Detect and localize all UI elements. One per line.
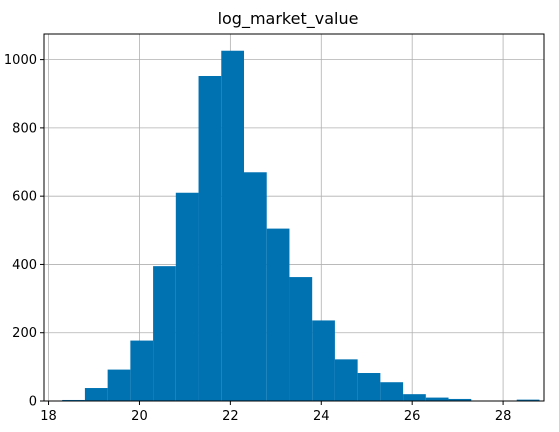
x-tick-label-2: 22	[222, 409, 239, 424]
histogram-bar-6	[198, 75, 222, 401]
plot-frame	[43, 33, 545, 402]
histogram-bar-3	[130, 340, 154, 401]
histogram-bar-1	[84, 388, 108, 401]
histogram-bar-0	[62, 399, 85, 401]
x-tick-label-4: 26	[404, 409, 421, 424]
histogram-bar-9	[266, 228, 290, 401]
histogram-bar-8	[244, 172, 267, 401]
x-tick-label-0: 18	[40, 409, 57, 424]
y-tick-label-2: 400	[12, 258, 37, 273]
histogram-bar-11	[312, 320, 335, 401]
y-tick-label-0: 0	[29, 395, 37, 410]
x-tick-label-1: 20	[131, 409, 148, 424]
histogram-bar-13	[357, 373, 381, 401]
chart-title: log_market_value	[218, 9, 359, 29]
histogram-bars	[62, 50, 540, 402]
y-tick-label-5: 1000	[4, 53, 37, 68]
histogram-bar-15	[403, 394, 426, 401]
histogram-bar-17	[448, 398, 472, 401]
histogram-bar-14	[380, 382, 404, 401]
histogram-bar-16	[425, 397, 449, 401]
histogram-bar-10	[289, 277, 313, 401]
histogram-bar-20	[516, 399, 540, 401]
histogram-bar-2	[107, 369, 131, 401]
histogram-bar-5	[175, 192, 199, 401]
x-tick-label-5: 28	[495, 409, 512, 424]
histogram-bar-4	[153, 266, 176, 401]
y-axis-ticks: 0 200 400 600 800 1000	[4, 53, 44, 410]
x-tick-label-3: 24	[313, 409, 330, 424]
y-tick-label-4: 800	[12, 121, 37, 136]
histogram-bar-12	[334, 359, 358, 401]
y-tick-label-3: 600	[12, 190, 37, 205]
histogram-bar-7	[221, 50, 244, 402]
y-tick-label-1: 200	[12, 326, 37, 341]
x-axis-ticks: 18 20 22 24 26 28	[40, 401, 511, 424]
